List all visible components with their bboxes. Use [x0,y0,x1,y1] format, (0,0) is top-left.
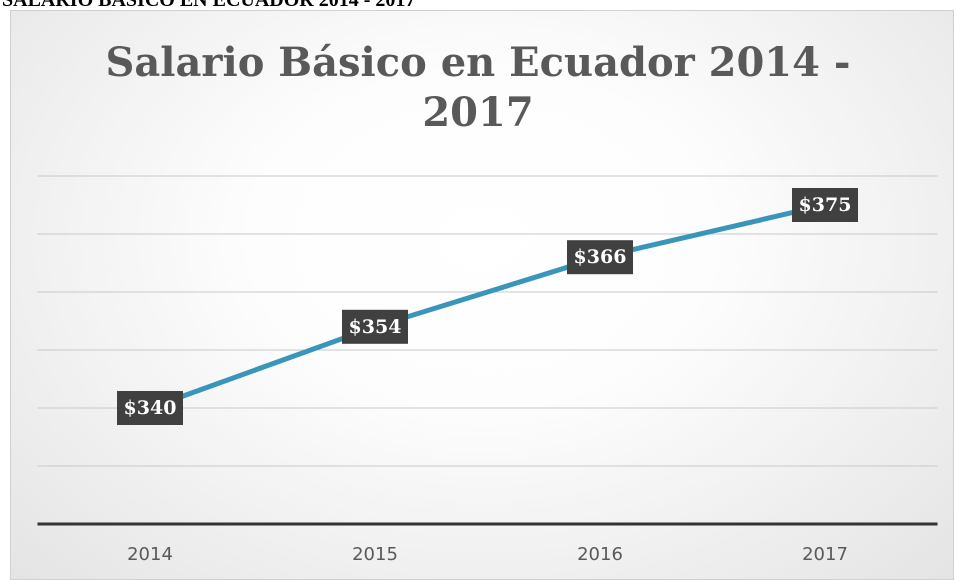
data-label: $375 [799,194,852,216]
x-tick-label: 2014 [127,544,173,565]
line [149,202,826,411]
label-box [567,240,633,275]
x-tick-label: 2016 [577,544,623,565]
caption: SALARIO BÁSICO EN ECUADOR 2014 - 2017 [2,0,416,11]
data-label: $354 [349,316,402,338]
x-tick-label: 2015 [352,544,398,565]
chart-title: Salario Básico en Ecuador 2014 - 2017 [105,39,851,136]
x-tick-label: 2017 [802,544,848,565]
label-box [342,309,408,344]
label-box [792,188,858,222]
data-label: $366 [574,246,627,268]
label-box [117,391,183,425]
data-label: $340 [124,397,177,419]
